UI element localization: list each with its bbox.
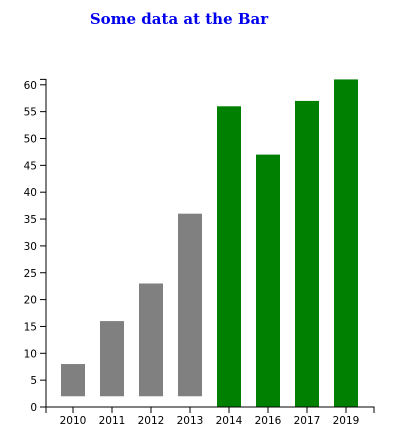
x-tick-label: 2014 xyxy=(216,415,243,427)
x-tick-label: 2016 xyxy=(255,415,282,427)
y-tick-label: 15 xyxy=(24,321,37,333)
x-tick-label: 2012 xyxy=(138,415,165,427)
y-tick-label: 20 xyxy=(24,295,37,307)
bar-2019 xyxy=(334,79,358,408)
chart-title: Some data at the Bar xyxy=(89,10,269,28)
x-tick-label: 2013 xyxy=(177,415,204,427)
y-tick-label: 35 xyxy=(24,214,37,226)
y-tick-label: 60 xyxy=(24,80,37,92)
bar-2016 xyxy=(256,154,280,407)
x-axis: 2010 2011 2012 2013 2014 2016 2017 2019 xyxy=(45,406,375,427)
y-tick-label: 25 xyxy=(24,268,37,280)
y-tick-label: 50 xyxy=(24,134,37,146)
x-axis-line xyxy=(45,406,375,413)
y-tick-label: 30 xyxy=(24,241,37,253)
bar-2012 xyxy=(139,283,163,397)
x-tick-label: 2011 xyxy=(99,415,126,427)
bar-2013 xyxy=(178,213,202,397)
bar-2017 xyxy=(295,100,319,407)
y-tick-label: 0 xyxy=(30,402,37,414)
x-tick-label: 2019 xyxy=(333,415,360,427)
y-tick-label: 45 xyxy=(24,160,37,172)
x-tick-label: 2010 xyxy=(60,415,87,427)
x-tick-label: 2017 xyxy=(294,415,321,427)
bar-2014 xyxy=(217,106,241,407)
y-tick-label: 40 xyxy=(24,187,37,199)
bars-group xyxy=(61,79,358,408)
y-axis: 0 5 10 15 20 25 30 35 40 45 50 55 60 xyxy=(24,78,47,414)
y-tick-label: 5 xyxy=(30,375,37,387)
y-tick-label: 10 xyxy=(24,348,37,360)
bar-2011 xyxy=(100,321,124,397)
y-tick-label: 55 xyxy=(24,107,37,119)
y-axis-line xyxy=(40,78,47,408)
bar-2010 xyxy=(61,364,85,397)
